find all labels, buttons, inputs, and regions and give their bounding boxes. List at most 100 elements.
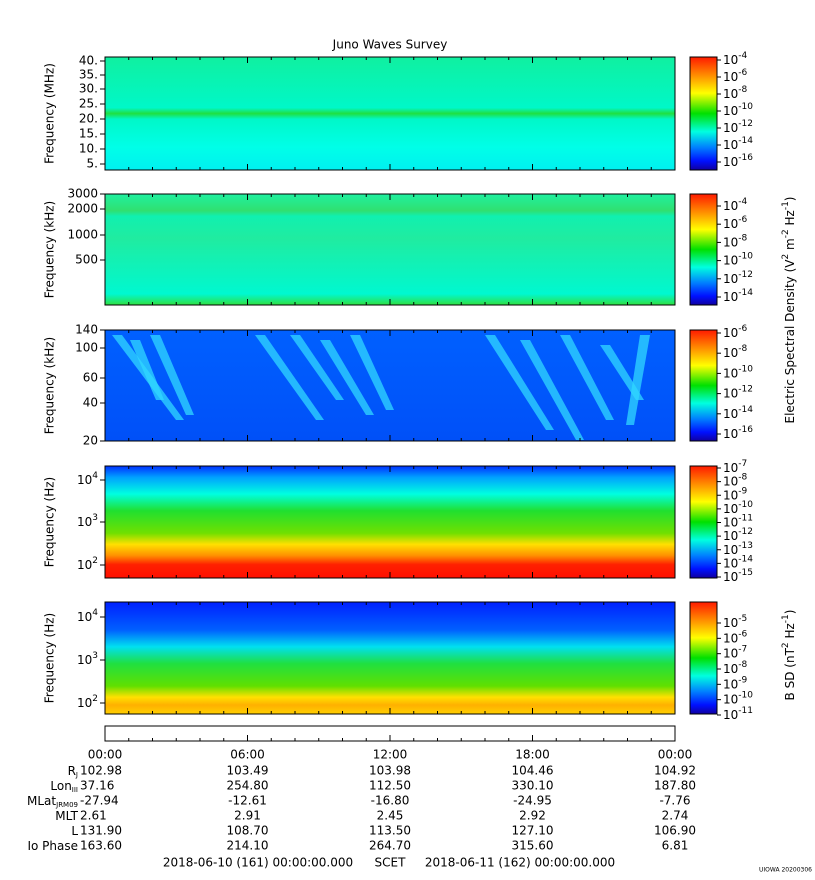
tick-base: 10: [723, 515, 738, 529]
row-value: 104.92: [654, 764, 696, 778]
tick-exp: -8: [738, 85, 747, 95]
y-tick-label: 2000: [67, 202, 98, 216]
tick-exp: -16: [738, 425, 753, 435]
y-tick-label: 35.: [79, 68, 98, 82]
row-value: 6.81: [662, 839, 689, 853]
y-tick-label: 1000: [67, 228, 98, 242]
emission: [320, 340, 374, 415]
spectrogram: [105, 330, 675, 441]
colorbar-title: B SD (nT2 Hz-1): [781, 610, 797, 701]
tick-exp: -16: [738, 153, 753, 163]
footer-scet: SCET: [375, 856, 407, 870]
colorbar: [689, 465, 718, 579]
spectrogram: [105, 194, 675, 305]
y-tick-label: 60: [83, 371, 98, 385]
spectrogram: [105, 466, 675, 578]
tick-base: 10: [723, 529, 738, 543]
row-sub: J: [75, 771, 78, 779]
tick-base: 10: [77, 653, 92, 667]
row-value: -16.80: [371, 794, 410, 808]
row-label: Io Phase: [27, 839, 78, 853]
row-value: 103.49: [227, 764, 269, 778]
row-sub: III: [72, 786, 78, 794]
y-tick-label: 10.: [79, 142, 98, 156]
tick-exp: -11: [738, 513, 753, 523]
emission: [255, 335, 324, 420]
colorbar-label: 10-8: [723, 233, 748, 249]
label-part: -1: [781, 201, 791, 210]
y-tick-label: 103: [77, 651, 98, 667]
tick-exp: -7: [738, 459, 747, 469]
colorbar-label: 10-15: [723, 568, 753, 584]
colorbar-label: 10-8: [723, 472, 748, 488]
tick-base: 10: [723, 427, 738, 441]
time-label: 18:00: [515, 748, 550, 762]
tick-exp: -6: [738, 215, 747, 225]
row-value: 102.98: [80, 764, 122, 778]
tick-base: 10: [723, 290, 738, 304]
tick-exp: -10: [738, 499, 753, 509]
colorbar-label: 10-13: [723, 540, 753, 556]
tick-base: 10: [723, 677, 738, 691]
tick-exp: -8: [738, 233, 747, 243]
label-part: Electric Spectral Density (V: [783, 259, 797, 424]
colorbar-label: 10-14: [723, 404, 753, 420]
y-tick-label: 104: [77, 608, 98, 624]
tick-base: 10: [723, 692, 738, 706]
colorbar-label: 10-11: [723, 706, 753, 722]
tick-base: 10: [77, 558, 92, 572]
colorbar-label: 10-10: [723, 499, 753, 515]
title: Juno Waves Survey: [332, 38, 448, 52]
emission: [350, 335, 394, 410]
label-part: m: [783, 238, 797, 254]
y-tick-label: 5.: [87, 157, 98, 171]
tick-base: 10: [723, 326, 738, 340]
tick-exp: -10: [738, 690, 753, 700]
tick-base: 10: [77, 473, 92, 487]
y-axis-label: Frequency (Hz): [43, 477, 57, 568]
row-name: Lon: [50, 779, 71, 793]
label-part: -2: [781, 229, 791, 238]
tick-base: 10: [723, 155, 738, 169]
tick-base: 10: [723, 474, 738, 488]
row-label: MLatJRM09: [27, 794, 78, 810]
tick-base: 10: [723, 570, 738, 584]
tick-base: 10: [723, 646, 738, 660]
tick-exp: -10: [738, 102, 753, 112]
tick-exp: -8: [738, 344, 747, 354]
row-value: 330.10: [512, 779, 554, 793]
tick-exp: -10: [738, 251, 753, 261]
colorbar-label: 10-8: [723, 344, 748, 360]
tick-exp: -8: [738, 472, 747, 482]
tick-exp: -12: [738, 527, 753, 537]
tick-base: 10: [723, 542, 738, 556]
colorbar-label: 10-12: [723, 384, 753, 400]
row-value: 315.60: [512, 839, 554, 853]
colorbar-label: 10-4: [723, 197, 748, 213]
row-value: 131.90: [80, 824, 122, 838]
row-value: 103.98: [369, 764, 411, 778]
row-value: 163.60: [80, 839, 122, 853]
tick-base: 10: [723, 501, 738, 515]
tick-base: 10: [723, 406, 738, 420]
row-value: -12.61: [228, 794, 267, 808]
colorbar-label: 10-10: [723, 364, 753, 380]
tick-base: 10: [723, 199, 738, 213]
row-value: 2.74: [662, 809, 689, 823]
tick-base: 10: [723, 708, 738, 722]
colorbar-label: 10-9: [723, 486, 748, 502]
y-tick-label: 140: [75, 323, 98, 337]
emission: [485, 335, 554, 430]
y-axis-label: Frequency (Hz): [43, 613, 57, 704]
tick-exp: -12: [738, 269, 753, 279]
label-part: -1: [781, 614, 791, 623]
tick-exp: -13: [738, 540, 753, 550]
colorbar-label: 10-14: [723, 136, 753, 152]
row-value: 37.16: [80, 779, 114, 793]
row-value: 2.61: [80, 809, 107, 823]
colorbar-label: 10-12: [723, 269, 753, 285]
y-tick-label: 30.: [79, 82, 98, 96]
row-value: 264.70: [369, 839, 411, 853]
tick-exp: 3: [92, 513, 98, 523]
